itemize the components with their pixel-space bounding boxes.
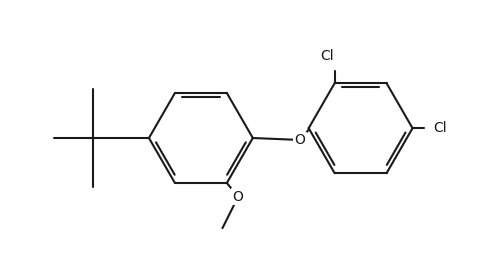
Text: O: O bbox=[233, 190, 244, 204]
Text: O: O bbox=[294, 133, 305, 147]
Text: Cl: Cl bbox=[320, 49, 334, 63]
Text: Cl: Cl bbox=[433, 121, 447, 135]
